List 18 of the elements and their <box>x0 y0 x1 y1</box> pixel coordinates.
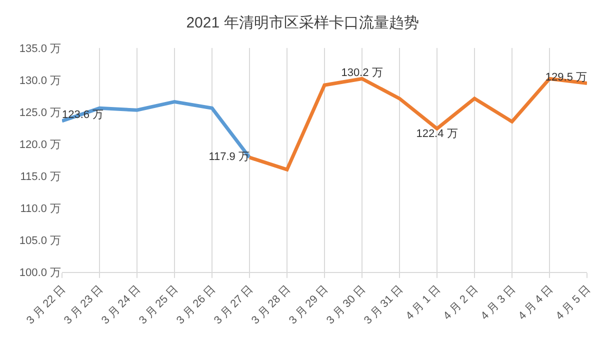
y-tick-label: 135.0 万 <box>19 42 61 55</box>
y-tick-label: 110.0 万 <box>20 202 61 215</box>
y-tick-label: 100.0 万 <box>19 266 61 279</box>
data-label: 122.4 万 <box>416 128 458 140</box>
data-label: 130.2 万 <box>341 66 383 79</box>
y-tick-label: 120.0 万 <box>19 138 61 151</box>
y-tick-label: 125.0 万 <box>19 106 61 119</box>
x-tick-label: 4 月 1 日 <box>404 283 444 322</box>
chart-title: 2021 年清明市区采样卡口流量趋势 <box>186 14 419 32</box>
y-tick-label: 105.0 万 <box>19 234 61 247</box>
line-series <box>62 100 252 160</box>
data-label: 117.9 万 <box>208 151 250 164</box>
y-tick-label: 130.0 万 <box>19 74 61 87</box>
y-tick-label: 115.0 万 <box>20 170 61 183</box>
x-tick-label: 4 月 2 日 <box>441 283 481 322</box>
x-tick-label: 4 月 4 日 <box>516 283 556 322</box>
x-tick-label: 4 月 5 日 <box>554 283 594 322</box>
x-tick-label: 4 月 3 日 <box>478 283 518 322</box>
